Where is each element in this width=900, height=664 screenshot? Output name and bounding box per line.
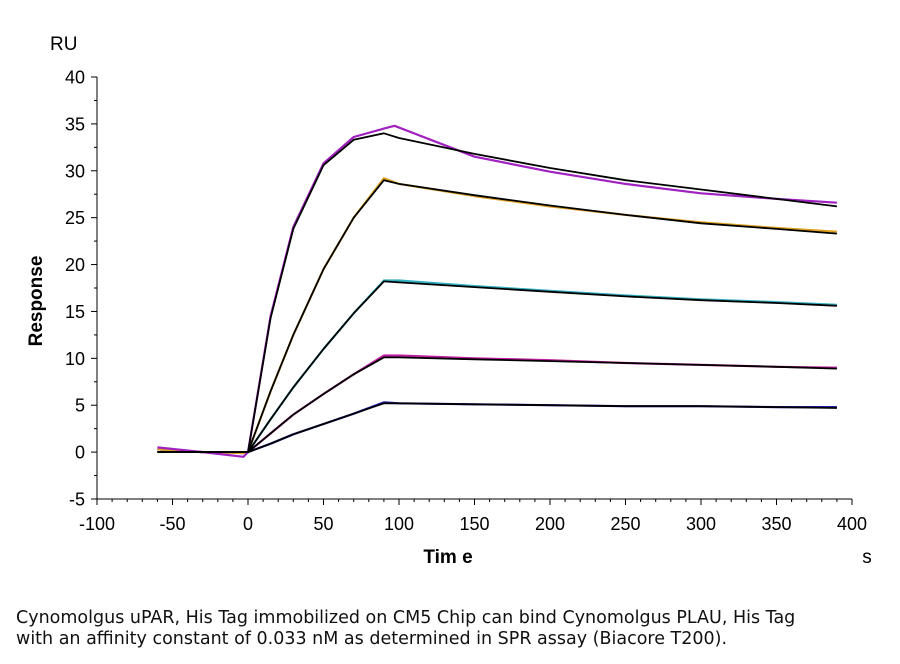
fit-line-2	[157, 356, 837, 453]
x-axis-label: Tim e	[423, 547, 472, 568]
figure-caption: Cynomolgus uPAR, His Tag immobilized on …	[16, 608, 886, 650]
y-unit-label: RU	[50, 34, 77, 55]
x-tick-label: -100	[79, 514, 115, 534]
x-tick-label: 0	[243, 514, 253, 534]
x-tick-label: 300	[686, 514, 716, 534]
y-tick-label: 15	[65, 302, 85, 322]
y-tick-label: 20	[65, 255, 85, 275]
y-tick-label: 10	[65, 349, 85, 369]
x-tick-label: 150	[459, 514, 489, 534]
x-tick-label: 200	[535, 514, 565, 534]
series-line-5	[157, 124, 837, 458]
fit-line-1	[157, 402, 837, 453]
x-tick-label: 100	[384, 514, 414, 534]
series-line-4	[157, 177, 837, 455]
y-axis-label: Response	[26, 256, 47, 347]
x-tick-label: 350	[761, 514, 791, 534]
caption-line-2: with an affinity constant of 0.033 nM as…	[16, 629, 728, 649]
fit-line-5	[157, 132, 838, 453]
fit-curves	[157, 132, 838, 453]
caption-line-1: Cynomolgus uPAR, His Tag immobilized on …	[16, 608, 796, 628]
x-tick-label: 250	[610, 514, 640, 534]
x-unit-label: s	[862, 547, 872, 568]
y-tick-label: 0	[75, 443, 85, 463]
fit-line-4	[157, 179, 837, 453]
y-tick-label: 5	[75, 396, 85, 416]
x-ticks: -100 -50 0 50 100 150 200 250 300 350 400	[79, 499, 867, 534]
y-tick-label: 30	[65, 161, 85, 181]
x-tick-label: 50	[313, 514, 333, 534]
x-tick-label: 400	[837, 514, 867, 534]
series-line-1	[157, 401, 837, 455]
y-tick-label: 35	[65, 114, 85, 134]
y-tick-label: 40	[65, 68, 85, 88]
fit-line-3	[157, 280, 837, 453]
y-tick-label: -5	[69, 490, 85, 510]
x-tick-label: -50	[159, 514, 185, 534]
y-tick-label: 25	[65, 208, 85, 228]
y-ticks: -5 0 5 10 15 20 25 30 35 40	[65, 68, 97, 510]
